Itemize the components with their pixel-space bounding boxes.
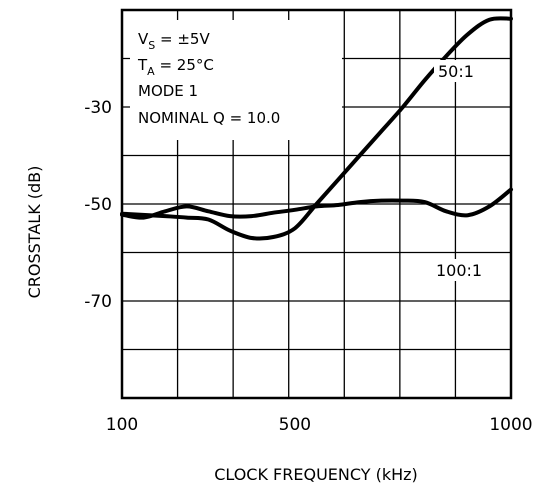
tick-labels: 100 500 1000 -30 -50 -70 — [84, 98, 532, 435]
series-line-50-to-1 — [120, 16, 513, 241]
series-label-100-to-1: 100:1 — [436, 261, 482, 280]
x-axis-title: CLOCK FREQUENCY (kHz) — [214, 465, 418, 484]
conditions-annotation: VS = ±5V TA = 25°C MODE 1 NOMINAL Q = 10.0 — [130, 20, 342, 140]
condition-line: NOMINAL Q = 10.0 — [138, 109, 280, 127]
y-tick-label: -70 — [84, 292, 112, 312]
condition-line: TA = 25°C — [137, 56, 214, 78]
plot-frame — [120, 8, 513, 400]
series-labels: 50:1 100:1 — [432, 60, 496, 281]
y-axis-title: CROSSTALK (dB) — [25, 166, 44, 299]
y-tick-label: -30 — [84, 98, 112, 118]
y-tick-label: -50 — [84, 195, 112, 215]
x-tick-label: 1000 — [489, 415, 532, 435]
series-label-50-to-1: 50:1 — [438, 62, 474, 81]
series-layer — [120, 16, 513, 241]
x-tick-label: 100 — [106, 415, 138, 435]
x-tick-label: 500 — [279, 415, 311, 435]
series-line-100-to-1 — [120, 187, 513, 220]
conditions-background — [130, 20, 342, 140]
series-label-background — [434, 60, 488, 82]
condition-line: MODE 1 — [138, 82, 198, 100]
condition-line: VS = ±5V — [138, 30, 210, 52]
series-label-background — [432, 259, 496, 281]
